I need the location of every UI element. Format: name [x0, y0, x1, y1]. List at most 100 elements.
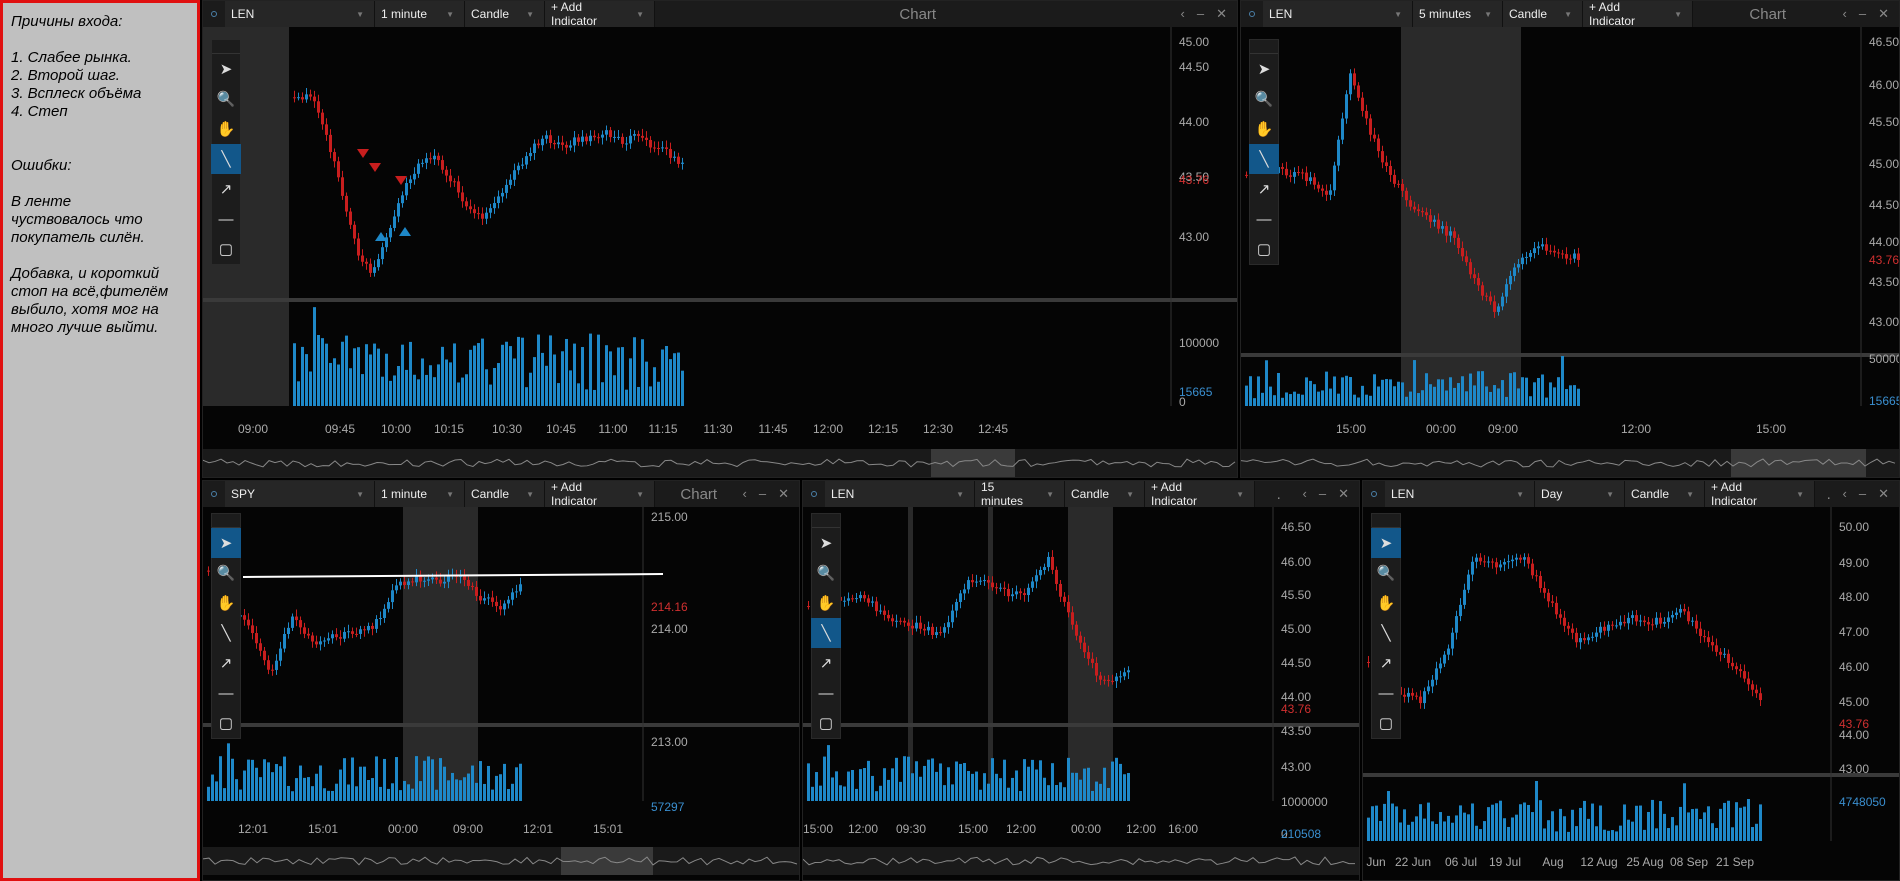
collapse-icon[interactable]: ‹ [1842, 6, 1847, 21]
minimize-icon[interactable]: – [1858, 486, 1867, 501]
pin-icon[interactable] [811, 491, 817, 497]
chart-window-len-5min[interactable]: LEN ▼ 5 minutes ▼ Candle ▼ + Add Indicator ▼ Cha… [1240, 0, 1900, 478]
navigator-strip[interactable] [803, 847, 1360, 875]
chart-canvas[interactable]: 45.00 44.50 44.00 43.50 43.00 43.76 100000 0156… [203, 1, 1238, 478]
arrow-tool-icon[interactable]: ↗ [219, 181, 233, 198]
rect-tool-icon[interactable]: ▢ [218, 715, 234, 732]
navigator-strip[interactable] [203, 449, 1238, 477]
navigator-strip[interactable] [203, 847, 800, 875]
chart-canvas[interactable]: 46.50 46.00 45.50 45.00 44.50 44.00 43.50 43.00… [803, 481, 1360, 881]
zoom-tool-icon[interactable]: 🔍 [216, 565, 236, 582]
rect-tool-icon[interactable]: ▢ [1256, 241, 1272, 258]
hline-tool-icon[interactable]: — [218, 210, 234, 228]
pan-tool-icon[interactable]: ✋ [1376, 595, 1396, 612]
zoom-tool-icon[interactable]: 🔍 [1254, 91, 1274, 108]
rect-tool-icon[interactable]: ▢ [218, 241, 234, 258]
interval-select[interactable]: 15 minutes ▼ [975, 481, 1065, 508]
chart-window-len-day[interactable]: LEN ▼ Day ▼ Candle ▼ + Add Indicator ▼. ‹ – ✕ 50.00… [1362, 480, 1900, 881]
symbol-select[interactable]: LEN ▼ [225, 1, 375, 27]
interval-select[interactable]: 5 minutes ▼ [1413, 1, 1503, 27]
minimize-icon[interactable]: – [758, 486, 767, 501]
interval-select[interactable]: 1 minute ▼ [375, 1, 465, 27]
hline-tool-icon[interactable]: — [818, 684, 834, 702]
collapse-icon[interactable]: ‹ [1302, 486, 1307, 501]
horizontal-line-drawing[interactable] [242, 573, 664, 578]
close-icon[interactable]: ✕ [1338, 486, 1349, 501]
pin-icon[interactable] [211, 491, 217, 497]
add-indicator-button[interactable]: + Add Indicator ▼ [1705, 481, 1815, 508]
line-tool-icon[interactable]: ╲ [211, 144, 241, 174]
toolbar-grip[interactable] [1250, 40, 1278, 54]
minimize-icon[interactable]: – [1318, 486, 1327, 501]
symbol-select[interactable]: LEN ▼ [1385, 481, 1535, 507]
chart-window-spy-1min[interactable]: SPY ▼ 1 minute ▼ Candle ▼ + Add Indicator ▼ Char… [202, 480, 800, 881]
pane-separator[interactable] [203, 723, 800, 727]
minimize-icon[interactable]: – [1858, 6, 1867, 21]
pin-icon[interactable] [1249, 11, 1255, 17]
collapse-icon[interactable]: ‹ [1180, 6, 1185, 21]
pane-separator[interactable] [203, 298, 1238, 302]
interval-select[interactable]: 1 minute ▼ [375, 481, 465, 507]
pointer-tool-icon[interactable]: ➤ [219, 61, 233, 78]
collapse-icon[interactable]: ‹ [1842, 486, 1847, 501]
add-indicator-button[interactable]: + Add Indicator ▼ [545, 481, 655, 508]
pointer-tool-icon[interactable]: ➤ [1371, 528, 1401, 558]
zoom-tool-icon[interactable]: 🔍 [216, 91, 236, 108]
rect-tool-icon[interactable]: ▢ [818, 715, 834, 732]
pointer-tool-icon[interactable]: ➤ [1257, 61, 1271, 78]
pane-separator[interactable] [1241, 353, 1900, 357]
pan-tool-icon[interactable]: ✋ [1254, 121, 1274, 138]
hline-tool-icon[interactable]: — [1378, 684, 1394, 702]
line-tool-icon[interactable]: ╲ [221, 625, 231, 642]
add-indicator-button[interactable]: + Add Indicator ▼ [1145, 481, 1255, 508]
pan-tool-icon[interactable]: ✋ [216, 595, 236, 612]
pan-tool-icon[interactable]: ✋ [816, 595, 836, 612]
close-icon[interactable]: ✕ [1878, 486, 1889, 501]
chart-type-select[interactable]: Candle ▼ [465, 481, 545, 507]
arrow-tool-icon[interactable]: ↗ [219, 655, 233, 672]
toolbar-grip[interactable] [812, 514, 840, 528]
hline-tool-icon[interactable]: — [218, 684, 234, 702]
pin-icon[interactable] [211, 11, 217, 17]
close-icon[interactable]: ✕ [1878, 6, 1889, 21]
close-icon[interactable]: ✕ [778, 486, 789, 501]
pane-separator[interactable] [803, 723, 1360, 727]
toolbar-grip[interactable] [212, 514, 240, 528]
collapse-icon[interactable]: ‹ [742, 486, 747, 501]
pointer-tool-icon[interactable]: ➤ [819, 535, 833, 552]
chart-canvas[interactable]: 46.50 46.00 45.50 45.00 44.50 44.00 43.50 43.00… [1241, 1, 1900, 478]
arrow-tool-icon[interactable]: ↗ [1379, 655, 1393, 672]
hline-tool-icon[interactable]: — [1256, 210, 1272, 228]
pan-tool-icon[interactable]: ✋ [216, 121, 236, 138]
zoom-tool-icon[interactable]: 🔍 [816, 565, 836, 582]
chart-canvas[interactable]: 215.00 214.00 213.00 214.16 57297 12:01 15:01 0… [203, 481, 800, 881]
pointer-tool-icon[interactable]: ➤ [211, 528, 241, 558]
chart-window-len-1min[interactable]: LEN ▼ 1 minute ▼ Candle ▼ + Add Indicator ▼ Char… [202, 0, 1238, 478]
line-tool-icon[interactable]: ╲ [1249, 144, 1279, 174]
minimize-icon[interactable]: – [1196, 6, 1205, 21]
chart-type-select[interactable]: Candle ▼ [1065, 481, 1145, 507]
line-tool-icon[interactable]: ╲ [811, 618, 841, 648]
arrow-tool-icon[interactable]: ↗ [819, 655, 833, 672]
zoom-tool-icon[interactable]: 🔍 [1376, 565, 1396, 582]
chart-canvas[interactable]: 50.00 49.00 48.00 47.00 46.00 45.00 44.00 43.00… [1363, 481, 1900, 881]
interval-select[interactable]: Day ▼ [1535, 481, 1625, 507]
symbol-select[interactable]: LEN ▼ [1263, 1, 1413, 27]
chart-type-select[interactable]: Candle ▼ [465, 1, 545, 27]
pane-separator[interactable] [1363, 773, 1900, 777]
chart-type-select[interactable]: Candle ▼ [1503, 1, 1583, 27]
toolbar-grip[interactable] [212, 40, 240, 54]
chart-window-len-15min[interactable]: LEN ▼ 15 minutes ▼ Candle ▼ + Add Indicator ▼. ‹… [802, 480, 1360, 881]
symbol-select[interactable]: LEN ▼ [825, 481, 975, 507]
navigator-window[interactable] [931, 449, 1015, 477]
rect-tool-icon[interactable]: ▢ [1378, 715, 1394, 732]
toolbar-grip[interactable] [1372, 514, 1400, 528]
pin-icon[interactable] [1371, 491, 1377, 497]
line-tool-icon[interactable]: ╲ [1381, 625, 1391, 642]
add-indicator-button[interactable]: + Add Indicator ▼ [545, 1, 655, 28]
symbol-select[interactable]: SPY ▼ [225, 481, 375, 507]
close-icon[interactable]: ✕ [1216, 6, 1227, 21]
arrow-tool-icon[interactable]: ↗ [1257, 181, 1271, 198]
chart-type-select[interactable]: Candle ▼ [1625, 481, 1705, 507]
add-indicator-button[interactable]: + Add Indicator ▼ [1583, 1, 1693, 28]
